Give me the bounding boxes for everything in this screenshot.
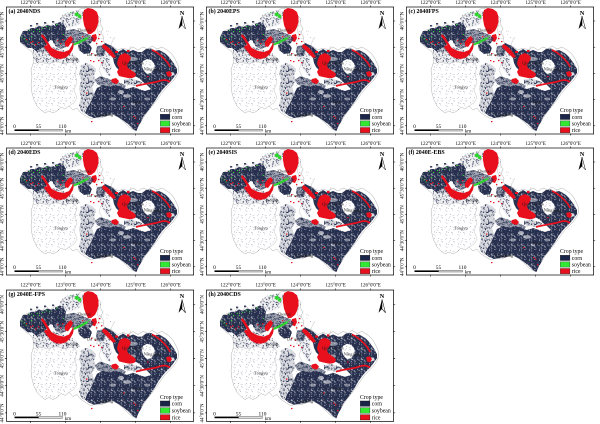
svg-text:(e) 2040SIS: (e) 2040SIS (209, 149, 238, 156)
svg-text:(d) 2040EDS: (d) 2040EDS (9, 149, 42, 156)
svg-text:(c) 2040FPS: (c) 2040FPS (409, 8, 440, 15)
svg-text:(b) 2040EPS: (b) 2040EPS (209, 8, 241, 15)
svg-text:(f) 2040E-EBS: (f) 2040E-EBS (409, 149, 446, 156)
svg-text:(h) 2040CDS: (h) 2040CDS (209, 291, 242, 298)
svg-text:(a) 2040NDS: (a) 2040NDS (9, 8, 42, 15)
svg-text:(g) 2040E-FPS: (g) 2040E-FPS (9, 291, 46, 298)
